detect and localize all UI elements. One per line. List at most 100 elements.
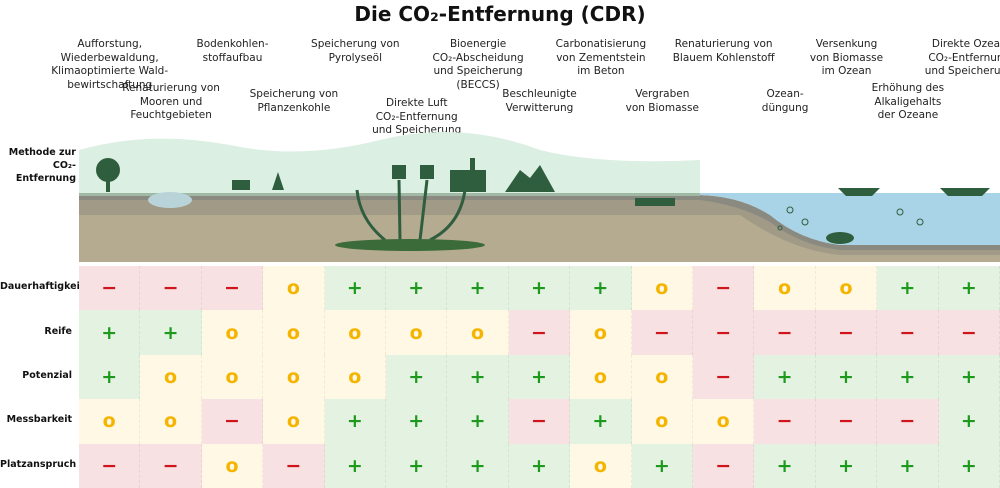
rating-cell: − — [693, 266, 755, 311]
method-label: Speicherung von Pflanzenkohle — [249, 88, 339, 114]
rating-cell: o — [201, 354, 264, 400]
rating-cell: o — [693, 399, 755, 444]
rating-cell: o — [140, 399, 202, 444]
fire-icon — [272, 172, 284, 190]
side-header-line-1: Methode zur — [8, 147, 76, 158]
rating-cell: o — [631, 354, 693, 400]
wetland-icon — [148, 192, 192, 208]
excavator-icon — [635, 198, 675, 206]
criterion-label: Reife — [44, 325, 72, 337]
underground-storage — [335, 239, 485, 251]
rating-cell: + — [631, 443, 693, 488]
dacs-unit-icon — [392, 165, 434, 179]
rating-cell: − — [938, 310, 1000, 355]
rating-cell: − — [877, 310, 939, 355]
method-label: Bioenergie CO₂-Abscheidung und Speicheru… — [432, 38, 524, 91]
tractor-icon — [232, 180, 250, 190]
rating-cell: + — [324, 266, 386, 311]
rating-cell: − — [754, 399, 816, 444]
method-label: Renaturierung von Blauem Kohlenstoff — [672, 38, 775, 64]
rating-cell: − — [508, 310, 571, 355]
rating-cell: − — [631, 310, 693, 355]
ship-icon — [838, 188, 880, 196]
method-label: Erhöhung des Alkaligehalts der Ozeane — [871, 82, 945, 121]
rating-cell: o — [631, 266, 693, 311]
rating-cell: + — [447, 399, 509, 444]
rating-cell: o — [386, 310, 448, 355]
criterion-label: Dauerhaftigkeit — [0, 281, 85, 293]
rating-cell: − — [263, 443, 325, 488]
rating-cell: + — [508, 266, 571, 311]
hills-background — [79, 132, 700, 195]
method-label: Vergraben von Biomasse — [625, 88, 699, 114]
rating-cell: − — [815, 310, 878, 355]
rating-cell: + — [447, 266, 509, 311]
rating-cell: − — [693, 443, 755, 488]
rating-cell: − — [140, 443, 202, 488]
rating-cell: o — [324, 310, 386, 355]
rating-cell: + — [938, 443, 1000, 488]
criterion-label: Potenzial — [22, 370, 72, 381]
ship-icon-2 — [940, 188, 990, 196]
rating-cell: − — [815, 399, 878, 444]
rating-cell: + — [386, 354, 448, 400]
rating-cell: + — [508, 354, 571, 400]
rating-cell: − — [201, 399, 264, 444]
rating-cell: − — [201, 266, 264, 311]
rating-cell: + — [386, 443, 448, 488]
side-header: Methode zur CO₂-Entfernung — [0, 146, 76, 185]
method-label: Beschleunigte Verwitterung — [502, 88, 577, 114]
method-label: Versenkung von Biomasse im Ozean — [809, 38, 884, 77]
tree-icon — [96, 158, 120, 192]
method-label: Speicherung von Pyrolyseöl — [311, 38, 400, 64]
rating-cell: o — [263, 310, 325, 355]
method-label: Bodenkohlen- stoffaufbau — [196, 38, 269, 64]
rating-cell: o — [140, 354, 202, 400]
method-label: Ozean- düngung — [761, 88, 809, 114]
rating-cell: o — [201, 443, 264, 488]
rating-cell: o — [631, 399, 693, 444]
rating-cell: o — [263, 354, 325, 400]
ocean-particles — [777, 206, 924, 231]
criterion-label: Platzanspruch — [0, 458, 77, 470]
rating-cell: + — [447, 354, 509, 400]
rating-cell: + — [815, 443, 878, 488]
rating-cell: + — [570, 399, 632, 444]
landscape-illustration — [79, 132, 1000, 262]
method-label: Direkte Ozean CO₂-Entfernung und Speiche… — [924, 38, 1000, 77]
method-label: Aufforstung, Wiederbewaldung, Klimaoptim… — [51, 38, 169, 91]
rating-cell: + — [877, 266, 939, 311]
rating-cell: + — [754, 354, 816, 400]
rating-cell: o — [570, 443, 632, 488]
pipes — [355, 179, 467, 242]
rating-cell: − — [754, 310, 816, 355]
rating-cell: o — [201, 310, 264, 355]
factory-icon — [450, 158, 486, 192]
rating-cell: + — [386, 399, 448, 444]
page-title: Die CO₂-Entfernung (CDR) — [354, 2, 646, 26]
rating-cell: + — [815, 354, 878, 400]
side-header-line-2: CO₂-Entfernung — [15, 160, 76, 184]
rating-cell: + — [79, 310, 141, 355]
rating-cell: + — [508, 443, 571, 488]
rating-cell: + — [877, 354, 939, 400]
rating-cell: + — [79, 354, 141, 400]
rating-cell: o — [79, 399, 141, 444]
rating-cell: + — [938, 266, 1000, 311]
rating-cell: − — [877, 399, 939, 444]
rating-cell: + — [386, 266, 448, 311]
rating-cell: + — [140, 310, 202, 355]
rating-cell: o — [754, 266, 816, 311]
rating-cell: + — [754, 443, 816, 488]
rating-cell: o — [324, 354, 386, 400]
rating-cell: o — [570, 354, 632, 400]
rating-cell: o — [263, 399, 325, 444]
ocean — [700, 193, 1000, 245]
rating-cell: o — [815, 266, 878, 311]
rating-cell: + — [324, 443, 386, 488]
rating-cell: − — [508, 399, 571, 444]
rating-cell: − — [693, 310, 755, 355]
rating-cell: o — [447, 310, 509, 355]
rating-cell: + — [447, 443, 509, 488]
